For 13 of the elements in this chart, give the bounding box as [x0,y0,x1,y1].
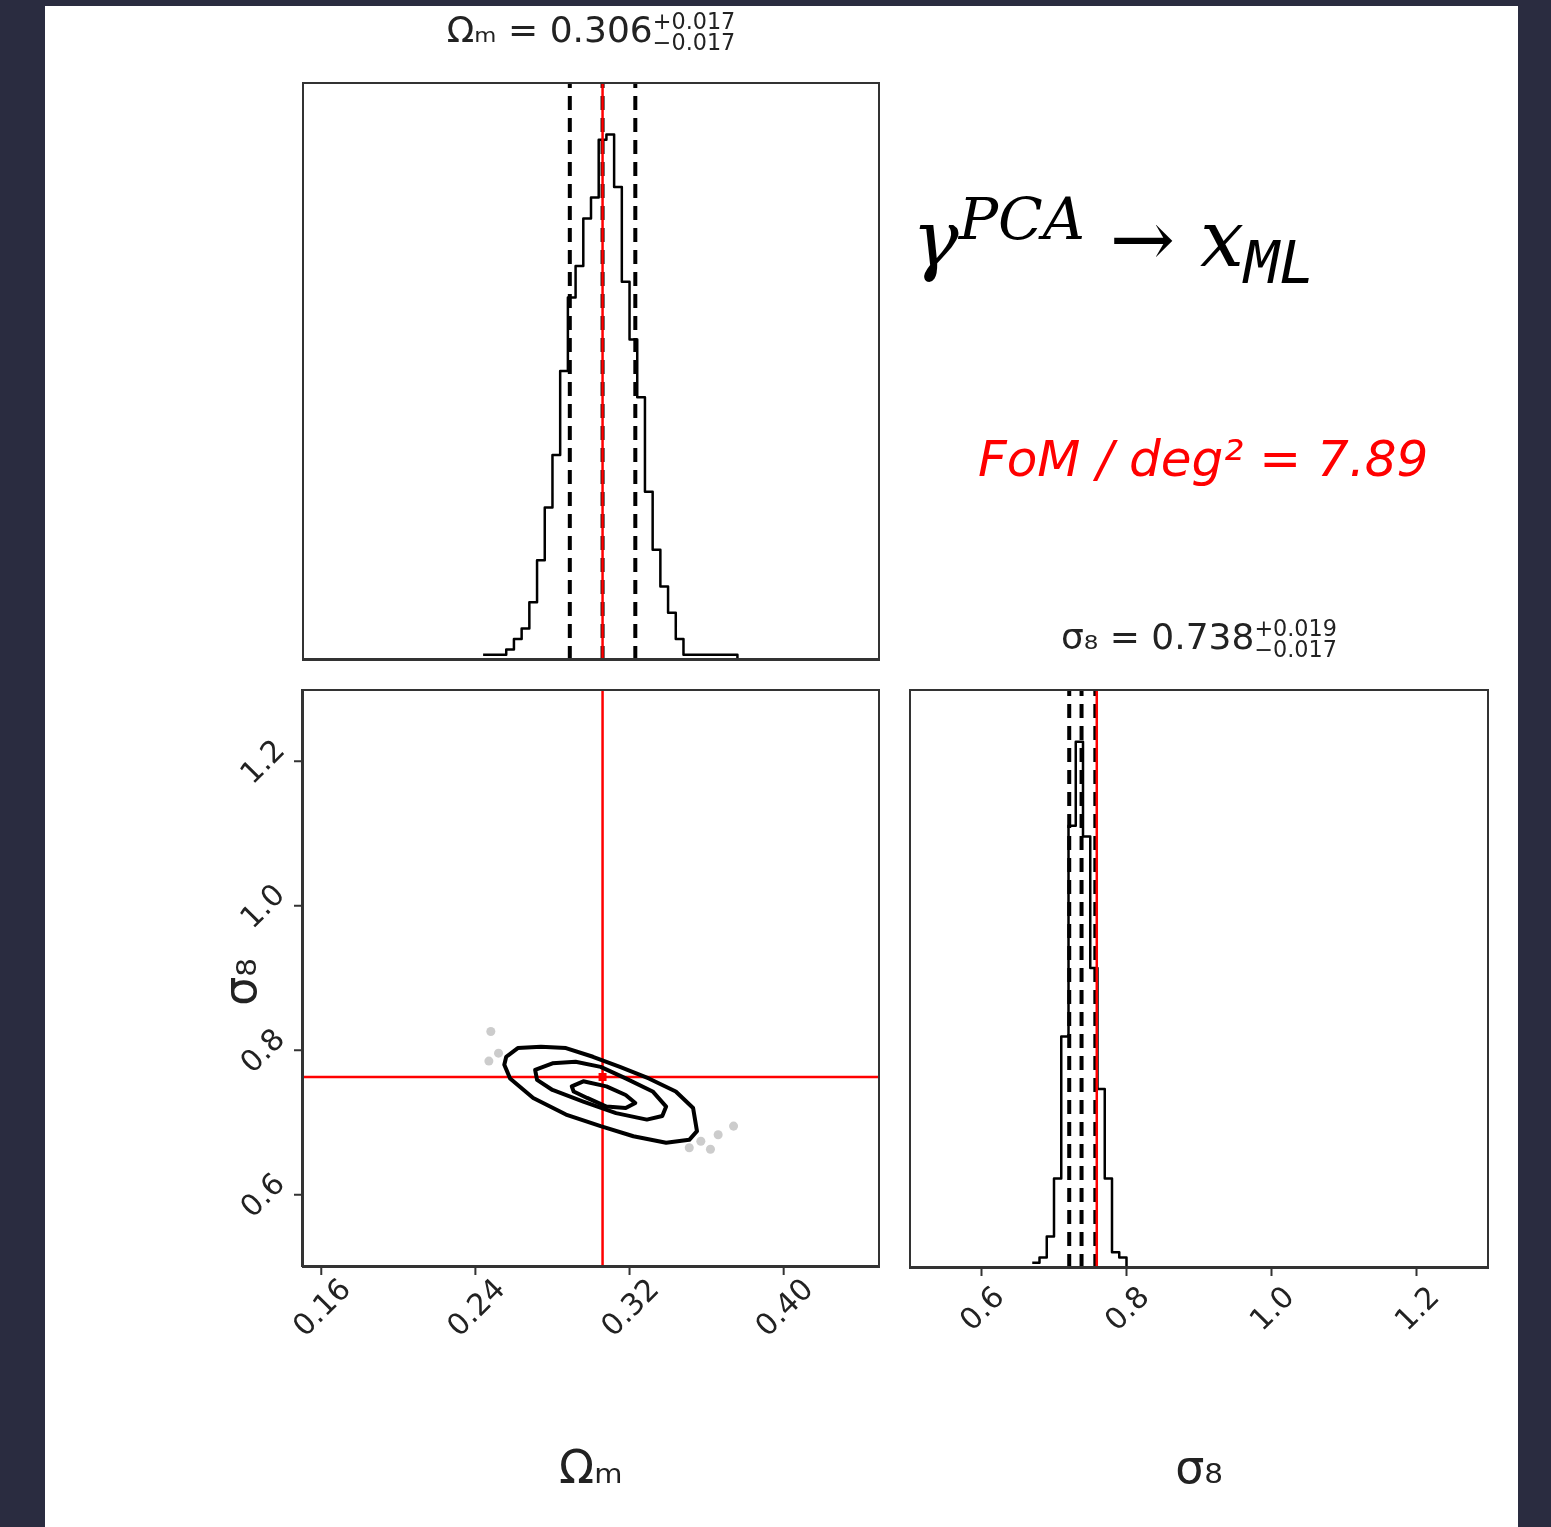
x-tick-label: 0.8 [1097,1278,1156,1338]
text: γ$^{PCA}$ → x$_{ML}$ [912,185,1315,297]
y-axis-title: σ₈ [213,958,267,1006]
x-tick-label: 0.6 [952,1278,1011,1338]
y-tick-label: 0.6 [232,1165,292,1224]
y-tick-label: 1.0 [232,876,292,935]
x-axis-title: σ₈ [1175,1440,1223,1494]
x-tick-label: 1.0 [1242,1278,1301,1338]
x-tick-label: 1.2 [1387,1278,1446,1338]
y-tick-label: 0.8 [232,1021,292,1080]
text: FoM / deg² = 7.89 [978,430,1429,488]
x-axis-title: Ωₘ [559,1440,623,1494]
y-tick-label: 1.2 [232,732,292,791]
